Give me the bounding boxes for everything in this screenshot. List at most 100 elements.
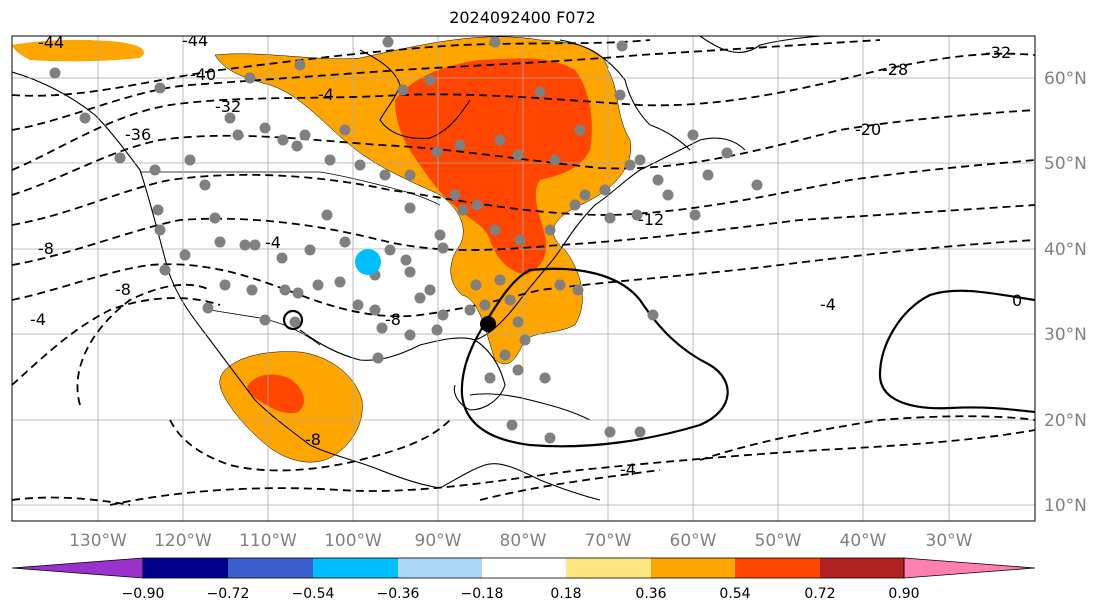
station-marker <box>289 316 301 328</box>
station-marker <box>224 112 236 124</box>
map-title: 2024092400 F072 <box>449 8 596 27</box>
contour-label: -28 <box>882 60 908 79</box>
station-marker <box>604 212 616 224</box>
contour-label: -4 <box>318 85 334 104</box>
station-marker <box>49 67 61 79</box>
station-marker <box>312 279 324 291</box>
lon-label: 120°W <box>154 531 212 551</box>
contour-label: -32 <box>215 97 241 116</box>
station-marker <box>689 209 701 221</box>
station-marker <box>624 159 636 171</box>
lat-label: 20°N <box>1044 411 1087 431</box>
station-marker <box>662 189 674 201</box>
station-marker <box>471 199 483 211</box>
colorbar-tick-label: 0.36 <box>635 586 666 602</box>
station-marker <box>232 129 244 141</box>
colorbar-extend-high <box>903 557 1036 579</box>
coastlines <box>12 36 821 501</box>
station-marker <box>514 234 526 246</box>
station-marker <box>519 334 531 346</box>
station-marker <box>424 74 436 86</box>
station-marker <box>499 349 511 361</box>
colorbar-extend-low <box>11 557 144 579</box>
station-marker <box>572 284 584 296</box>
station-marker <box>751 179 763 191</box>
colorbar-segment <box>398 558 482 578</box>
colorbar-tick-label: 0.90 <box>888 586 919 602</box>
lat-label: 60°N <box>1044 69 1087 89</box>
shaded-regions <box>12 36 632 463</box>
station-marker <box>276 252 288 264</box>
station-marker <box>506 419 518 431</box>
lon-label: 40°W <box>840 531 887 551</box>
gridlines <box>12 36 1035 521</box>
station-marker <box>554 279 566 291</box>
station-marker <box>277 134 289 146</box>
station-marker <box>457 204 469 216</box>
border-us-canada <box>140 171 441 206</box>
station-marker <box>202 302 214 314</box>
lon-label: 100°W <box>324 531 382 551</box>
station-marker <box>154 82 166 94</box>
contour-label: -8 <box>305 430 321 449</box>
station-marker <box>114 152 126 164</box>
station-marker <box>246 284 258 296</box>
station-marker <box>299 129 311 141</box>
colorbar-segment <box>566 558 651 578</box>
station-marker <box>599 184 611 196</box>
station-marker <box>149 164 161 176</box>
station-marker <box>382 36 394 48</box>
colorbar: −0.90 −0.72 −0.54 −0.36 −0.18 0.18 0.36 … <box>11 557 1036 602</box>
station-marker <box>384 244 396 256</box>
red-region-mexico <box>247 374 304 414</box>
station-marker <box>702 169 714 181</box>
lat-label: 50°N <box>1044 154 1087 174</box>
zero-contour-small-1 <box>282 309 304 331</box>
station-marker <box>304 244 316 256</box>
station-marker <box>292 287 304 299</box>
station-marker <box>437 242 449 254</box>
contour-label: -32 <box>985 43 1011 62</box>
contour-label: -4 <box>265 233 281 252</box>
lon-label: 60°W <box>670 531 717 551</box>
station-marker <box>291 140 303 152</box>
coastline-east <box>474 137 746 341</box>
station-marker <box>616 40 628 52</box>
colorbar-tick-label: −0.36 <box>377 586 420 602</box>
contour-label: -8 <box>385 310 401 329</box>
station-marker <box>544 432 556 444</box>
station-marker <box>437 309 449 321</box>
colorbar-tick-label: −0.18 <box>461 586 504 602</box>
station-marker <box>652 174 664 186</box>
station-marker <box>470 279 482 291</box>
station-marker <box>397 84 409 96</box>
latitude-labels: 60°N 50°N 40°N 30°N 20°N 10°N <box>1044 69 1087 516</box>
contour-label: -4 <box>820 295 836 314</box>
lat-label: 30°N <box>1044 325 1087 345</box>
station-marker <box>534 86 546 98</box>
station-marker <box>494 274 506 286</box>
station-marker <box>79 112 91 124</box>
station-marker <box>352 299 364 311</box>
colorbar-tick-label: −0.72 <box>207 586 250 602</box>
colorbar-segment <box>228 558 313 578</box>
station-marker <box>324 154 336 166</box>
contour-label: -36 <box>125 125 151 144</box>
station-marker <box>579 189 591 201</box>
station-marker <box>239 239 251 251</box>
station-marker <box>404 169 416 181</box>
station-marker <box>647 309 659 321</box>
station-marker <box>259 314 271 326</box>
coastline-cuba <box>469 393 591 421</box>
station-marker <box>634 154 646 166</box>
lon-label: 30°W <box>926 531 973 551</box>
station-marker <box>259 122 271 134</box>
contour-label: -20 <box>855 120 881 139</box>
station-marker <box>484 372 496 384</box>
colorbar-segment <box>143 558 228 578</box>
colorbar-tick-label: 0.54 <box>719 586 750 602</box>
map-plot-area: -44 -44 -40 -36 -32 -32 -28 -20 -12 -8 -… <box>12 36 1035 521</box>
station-marker <box>604 426 616 438</box>
station-marker <box>404 202 416 214</box>
